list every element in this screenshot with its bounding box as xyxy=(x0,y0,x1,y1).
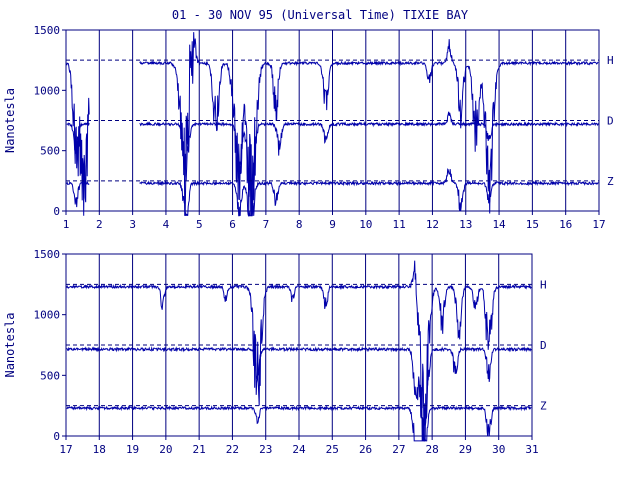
x-tick-label: 13 xyxy=(459,218,472,231)
series-label-H: H xyxy=(540,278,547,291)
series-D-trace xyxy=(66,346,532,442)
y-tick-label: 0 xyxy=(53,205,60,218)
chart-title: 01 - 30 NOV 95 (Universal Time) TIXIE BA… xyxy=(172,8,469,22)
x-tick-label: 9 xyxy=(329,218,336,231)
x-tick-label: 27 xyxy=(392,443,405,456)
y-tick-label: 500 xyxy=(40,369,60,382)
x-tick-label: 2 xyxy=(96,218,103,231)
x-tick-label: 29 xyxy=(459,443,472,456)
x-tick-label: 24 xyxy=(292,443,306,456)
x-tick-label: 7 xyxy=(263,218,270,231)
x-tick-label: 3 xyxy=(129,218,136,231)
x-tick-label: 8 xyxy=(296,218,303,231)
x-tick-label: 10 xyxy=(359,218,372,231)
x-tick-label: 17 xyxy=(592,218,605,231)
x-tick-label: 14 xyxy=(492,218,506,231)
x-tick-label: 21 xyxy=(193,443,206,456)
x-tick-label: 25 xyxy=(326,443,339,456)
y-tick-label: 1000 xyxy=(34,309,61,322)
series-label-Z: Z xyxy=(607,175,614,188)
y-tick-label: 1500 xyxy=(34,248,61,261)
y-axis-label: Nanotesla xyxy=(3,88,17,153)
y-tick-label: 1000 xyxy=(34,84,61,97)
x-tick-label: 6 xyxy=(229,218,236,231)
x-tick-label: 19 xyxy=(126,443,139,456)
x-tick-label: 28 xyxy=(426,443,439,456)
series-D-trace xyxy=(66,111,599,217)
x-tick-label: 16 xyxy=(559,218,572,231)
panel-17-to-31-nov: 17 18 19 20 21 22 23 24 25 26 27 28 29 30 31 0 500 1000 15… xyxy=(3,248,547,456)
x-tick-label: 26 xyxy=(359,443,372,456)
series-label-Z: Z xyxy=(540,400,547,413)
series-Z-trace xyxy=(66,404,532,442)
series-label-D: D xyxy=(607,115,614,128)
series-H-trace xyxy=(66,260,532,441)
x-tick-label: 23 xyxy=(259,443,272,456)
series-label-D: D xyxy=(540,339,547,352)
x-tick-label: 22 xyxy=(226,443,239,456)
x-tick-label: 17 xyxy=(59,443,72,456)
y-tick-label: 1500 xyxy=(34,24,61,37)
x-tick-label: 30 xyxy=(492,443,505,456)
series-H-trace xyxy=(66,32,599,216)
x-tick-label: 4 xyxy=(163,218,170,231)
series-label-H: H xyxy=(607,54,614,67)
x-tick-label: 20 xyxy=(159,443,172,456)
y-tick-label: 500 xyxy=(40,145,60,158)
x-tick-label: 12 xyxy=(426,218,439,231)
x-tick-label: 1 xyxy=(63,218,70,231)
x-tick-label: 15 xyxy=(526,218,539,231)
x-tick-label: 31 xyxy=(525,443,538,456)
y-axis-label: Nanotesla xyxy=(3,312,17,377)
x-tick-label: 11 xyxy=(393,218,406,231)
y-tick-label: 0 xyxy=(53,430,60,443)
x-tick-label: 18 xyxy=(93,443,106,456)
panel-1-to-17-nov: 1 2 3 4 5 6 7 8 9 10 11 12 13 14 15 16 17050010001500Nan… xyxy=(3,24,614,231)
series-Z-trace xyxy=(66,168,599,218)
x-tick-label: 5 xyxy=(196,218,203,231)
